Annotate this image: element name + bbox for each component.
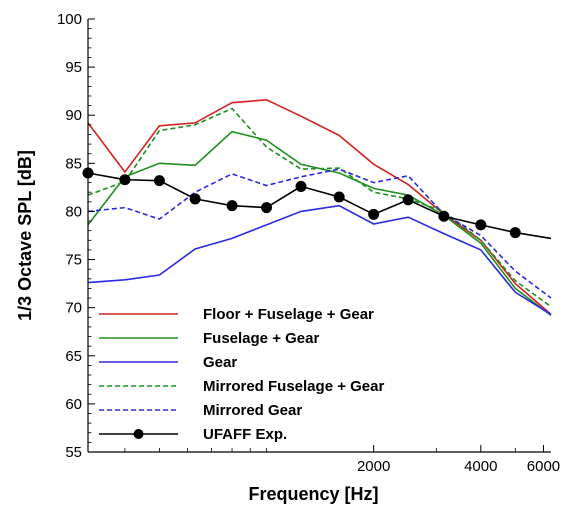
series-line-4 bbox=[87, 168, 552, 299]
series-line-2 bbox=[87, 204, 552, 316]
data-point bbox=[402, 194, 414, 206]
legend-label-3: Mirrored Fuselage + Gear bbox=[203, 378, 384, 395]
data-point bbox=[438, 210, 450, 222]
y-tick-label: 75 bbox=[65, 252, 82, 269]
y-tick-label: 80 bbox=[65, 203, 82, 220]
y-tick-label: 100 bbox=[57, 11, 82, 28]
data-point bbox=[261, 202, 273, 214]
y-tick-label: 90 bbox=[65, 107, 82, 124]
x-tick-label: 6000 bbox=[527, 458, 560, 475]
legend-label-1: Fuselage + Gear bbox=[203, 330, 319, 347]
data-point bbox=[509, 227, 521, 239]
legend: Floor + Fuselage + Gear Fuselage + Gear Ge… bbox=[99, 306, 384, 443]
series-line-0 bbox=[87, 98, 552, 316]
legend-label-5: UFAFF Exp. bbox=[203, 426, 287, 443]
data-point bbox=[368, 208, 380, 220]
y-axis-label: 1/3 Octave SPL [dB] bbox=[15, 150, 35, 321]
y-tick-label: 60 bbox=[65, 396, 82, 413]
y-tick-label: 55 bbox=[65, 444, 82, 461]
data-point bbox=[189, 193, 201, 205]
x-axis-label: Frequency [Hz] bbox=[248, 484, 378, 504]
data-point bbox=[295, 180, 307, 192]
y-tick-label: 70 bbox=[65, 300, 82, 317]
data-point bbox=[153, 175, 165, 187]
y-tick-label: 85 bbox=[65, 155, 82, 172]
data-point bbox=[226, 200, 238, 212]
y-tick-label: 65 bbox=[65, 348, 82, 365]
data-point bbox=[119, 174, 131, 186]
ticks-layer: 55 60 65 70 75 80 85 90 95 100 2000 4000 6000 bbox=[57, 11, 560, 475]
legend-marker bbox=[133, 429, 144, 439]
series-line-3 bbox=[87, 107, 552, 308]
series-line-5 bbox=[87, 172, 552, 240]
data-point bbox=[333, 191, 345, 203]
series-layer bbox=[82, 98, 552, 317]
legend-label-2: Gear bbox=[203, 354, 237, 371]
axes-layer bbox=[87, 19, 551, 453]
x-tick-label: 4000 bbox=[464, 458, 497, 475]
data-point bbox=[475, 219, 487, 231]
legend-label-4: Mirrored Gear bbox=[203, 402, 302, 419]
legend-label-0: Floor + Fuselage + Gear bbox=[203, 306, 374, 323]
y-tick-label: 95 bbox=[65, 59, 82, 76]
x-tick-label: 2000 bbox=[357, 458, 390, 475]
